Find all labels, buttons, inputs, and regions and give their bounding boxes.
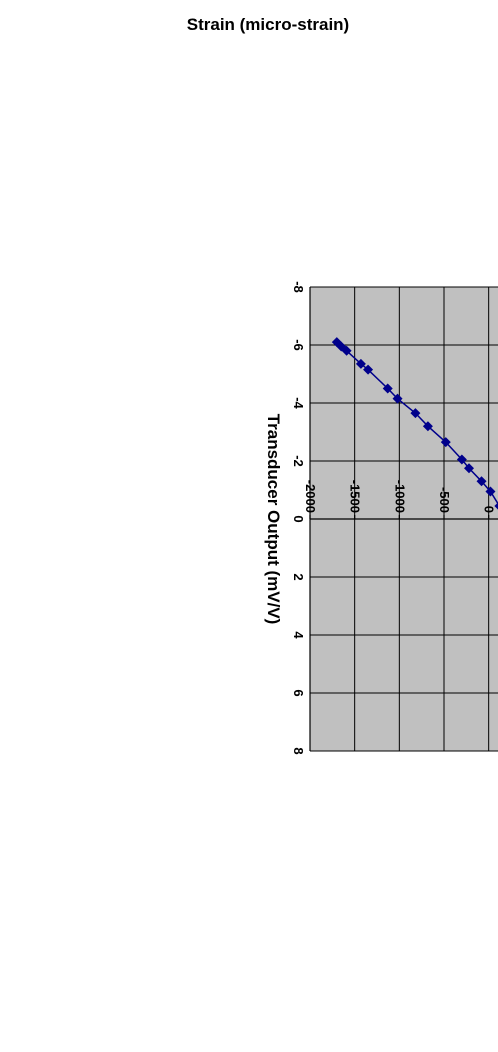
x-tick-label: 0 [291,515,306,522]
y-tick-label: -500 [437,487,452,513]
data-point [485,486,496,497]
data-point [494,500,498,511]
x-tick-label: -8 [291,281,306,293]
data-point [382,383,393,394]
axes [309,287,498,751]
chart-title: Strain (micro-strain) [187,15,349,34]
data-point [410,408,421,419]
x-tick-label: 8 [291,747,306,754]
y-tick-labels: -2000-1500-1000-50005001000150020002500 [303,480,497,513]
x-tick-label: -2 [291,455,306,467]
data-point [464,463,475,474]
y-tick-label: 0 [482,506,497,513]
x-tick-label: -4 [291,397,306,409]
x-axis-label: Transducer Output (mV/V) [264,414,283,625]
y-tick-label: -1500 [348,480,363,513]
data-point [336,341,347,352]
data-point [440,437,451,448]
x-tick-label: 6 [291,689,306,696]
y-tick-label: -2000 [303,480,318,513]
x-tick-label: 4 [291,631,306,639]
series-line [336,341,498,695]
data-point [363,364,374,375]
data-point [392,393,403,404]
x-tick-label: 2 [291,573,306,580]
data-point [456,454,467,465]
x-tick-label: -6 [291,339,306,351]
y-tick-label: -1000 [392,480,407,513]
data-point [341,345,352,356]
x-tick-labels: -8 -6 -4 -2 0 2 4 6 8 [291,281,306,754]
